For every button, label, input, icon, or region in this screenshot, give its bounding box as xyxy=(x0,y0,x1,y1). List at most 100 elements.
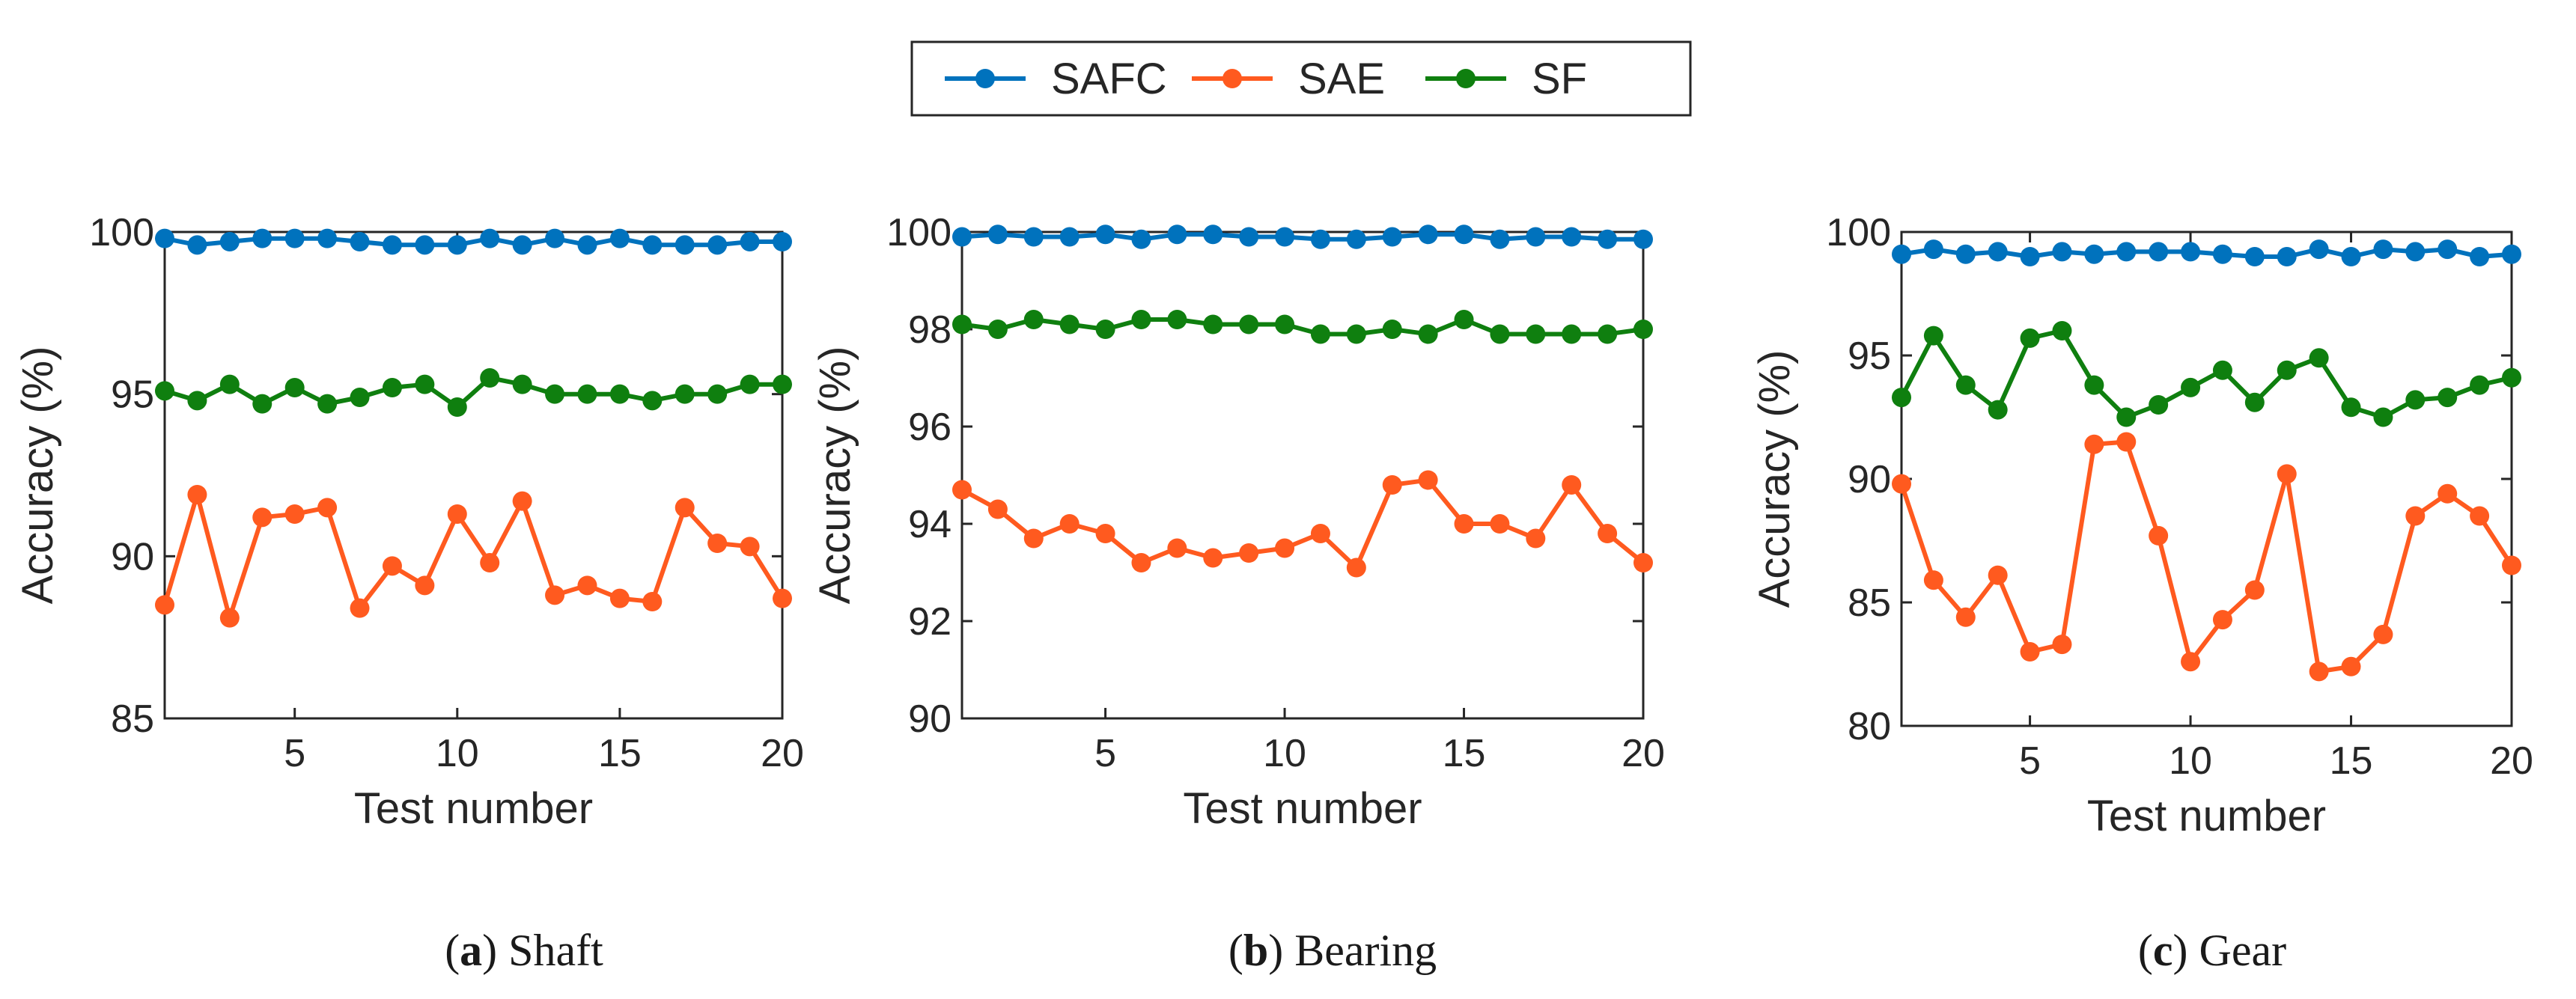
x-tick-label: 5 xyxy=(284,732,305,775)
data-point xyxy=(545,585,565,605)
data-point xyxy=(350,598,370,618)
caption-letter: (c) xyxy=(2138,926,2188,975)
data-point xyxy=(2341,397,2361,418)
data-point xyxy=(1562,475,1582,495)
data-point xyxy=(1955,375,1976,395)
data-point xyxy=(480,368,500,388)
y-axis-label: Accuracy (%) xyxy=(1750,350,1799,608)
data-point xyxy=(2149,525,2169,546)
data-point xyxy=(415,575,435,596)
data-point xyxy=(1095,320,1115,339)
y-tick-label: 90 xyxy=(908,697,951,741)
data-point xyxy=(1454,514,1474,534)
data-point xyxy=(952,480,972,500)
data-point xyxy=(1633,229,1653,249)
data-point xyxy=(2181,652,2201,672)
data-point xyxy=(609,384,630,404)
data-point xyxy=(1382,320,1402,339)
data-point xyxy=(1892,388,1911,408)
data-point xyxy=(1059,314,1080,334)
data-point xyxy=(1598,324,1618,344)
data-point xyxy=(1095,224,1115,245)
data-point xyxy=(1059,514,1080,534)
data-point xyxy=(512,491,532,511)
series-safc xyxy=(952,224,1653,249)
data-point xyxy=(2277,360,2297,380)
x-tick-label: 5 xyxy=(1094,732,1116,775)
data-point xyxy=(1633,553,1653,572)
data-point xyxy=(1346,324,1366,344)
data-point xyxy=(707,384,728,404)
data-point xyxy=(609,588,630,608)
data-point xyxy=(2052,242,2072,262)
data-point xyxy=(382,378,402,397)
data-point xyxy=(1167,224,1187,245)
y-tick-label: 94 xyxy=(908,503,951,546)
data-point xyxy=(675,384,695,404)
caption-letter: (b) xyxy=(1228,926,1283,975)
series-sf xyxy=(1892,321,2521,427)
data-point xyxy=(1526,227,1546,247)
data-point xyxy=(284,504,305,524)
data-point xyxy=(2084,375,2104,395)
data-point xyxy=(740,374,760,394)
data-point xyxy=(1418,324,1438,344)
caption-paren-close: ) xyxy=(482,926,497,975)
data-point xyxy=(642,235,663,255)
y-tick-label: 95 xyxy=(111,373,154,417)
legend-label: SAFC xyxy=(1051,55,1167,103)
data-point xyxy=(252,507,272,528)
y-tick-label: 96 xyxy=(908,406,951,449)
series-sae xyxy=(952,470,1653,578)
data-point xyxy=(2212,610,2232,630)
data-point xyxy=(187,235,207,255)
series-safc xyxy=(155,228,792,255)
data-point xyxy=(1310,229,1330,249)
data-point xyxy=(2438,388,2458,408)
data-point xyxy=(2405,390,2426,410)
data-point xyxy=(1203,548,1223,568)
y-axis-label: Accuracy (%) xyxy=(13,346,62,605)
data-point xyxy=(2020,642,2040,662)
data-point xyxy=(642,592,663,611)
data-point xyxy=(252,228,272,248)
x-tick-label: 20 xyxy=(761,732,804,775)
data-point xyxy=(2052,635,2072,655)
series-safc xyxy=(1892,239,2521,266)
data-point xyxy=(1095,524,1115,543)
data-point xyxy=(1923,239,1943,260)
data-point xyxy=(1598,229,1618,249)
data-point xyxy=(2502,367,2521,388)
data-point xyxy=(2181,242,2201,262)
data-point xyxy=(1490,324,1510,344)
data-point xyxy=(219,232,240,251)
caption-paren-open: ( xyxy=(1228,926,1243,975)
data-point xyxy=(577,384,597,404)
data-point xyxy=(252,394,272,414)
data-point xyxy=(447,504,467,524)
y-tick-label: 90 xyxy=(1848,458,1891,501)
legend-marker xyxy=(1222,69,1242,88)
data-point xyxy=(2309,239,2329,260)
data-point xyxy=(1310,324,1330,344)
data-point xyxy=(1923,326,1943,346)
data-point xyxy=(2309,348,2329,368)
data-point xyxy=(1988,565,2008,585)
data-point xyxy=(2470,375,2490,395)
caption-paren-close: ) xyxy=(2173,926,2188,975)
legend-item-sf: SF xyxy=(1425,55,1587,103)
data-point xyxy=(2244,392,2265,412)
data-point xyxy=(707,235,728,255)
data-point xyxy=(1562,227,1582,247)
data-point xyxy=(1239,314,1259,334)
plot-frame xyxy=(163,230,784,720)
data-point xyxy=(1131,229,1151,249)
caption-letter-bold: a xyxy=(460,926,482,975)
data-point xyxy=(2244,247,2265,266)
data-point xyxy=(187,485,207,504)
y-axis-label: Accuracy (%) xyxy=(811,346,859,605)
data-point xyxy=(1167,310,1187,329)
x-tick-label: 10 xyxy=(1263,732,1306,775)
data-point xyxy=(1131,310,1151,329)
